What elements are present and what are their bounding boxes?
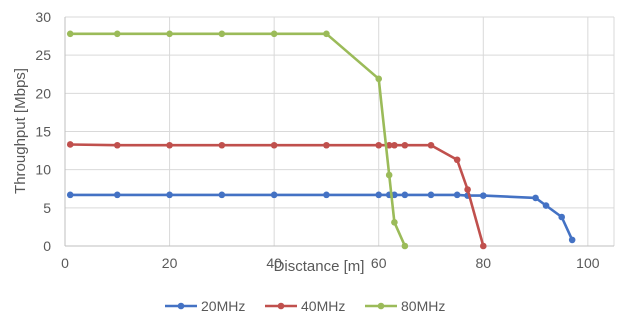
y-tick-label: 0 [43, 238, 51, 254]
data-point [401, 191, 409, 199]
data-point [66, 141, 74, 148]
y-tick-label: 30 [35, 9, 51, 25]
legend: 20MHz 40MHz 80MHz [165, 298, 445, 314]
data-point [479, 242, 487, 250]
data-point [270, 191, 278, 199]
data-point [568, 236, 576, 244]
data-point [375, 141, 383, 149]
y-tick-label: 10 [35, 162, 51, 178]
data-point [542, 202, 550, 209]
series-20MHz [66, 191, 576, 244]
y-tick-label: 20 [35, 85, 51, 101]
data-point [375, 75, 383, 83]
legend-swatch-marker [277, 302, 285, 310]
series-80MHz [66, 30, 409, 250]
series-layer [66, 30, 576, 250]
data-point [166, 141, 173, 149]
x-tick-label: 20 [162, 255, 178, 271]
x-axis-title: Disctance [m] [274, 258, 365, 275]
data-point [270, 141, 278, 149]
data-point [218, 191, 226, 199]
x-tick-label: 0 [61, 255, 69, 271]
data-point [323, 141, 330, 149]
data-point [270, 30, 278, 38]
legend-item: 20MHz [165, 298, 245, 314]
x-tick-label: 100 [576, 255, 600, 271]
tick-labels-layer: 0 5 10 15 20 25 30 0 20 40 60 80 100 [35, 9, 599, 271]
data-point [218, 30, 226, 38]
legend-item: 40MHz [265, 298, 345, 314]
data-point [385, 171, 393, 179]
data-point [558, 213, 566, 221]
legend-item: 80MHz [365, 298, 445, 314]
data-point [66, 191, 74, 199]
legend-swatch-marker [177, 302, 185, 310]
y-tick-label: 5 [43, 200, 51, 216]
data-point [218, 141, 226, 149]
data-point [532, 194, 539, 202]
data-point [113, 191, 121, 199]
series-40MHz [66, 141, 487, 250]
legend-label: 20MHz [201, 298, 245, 314]
data-point [391, 219, 398, 226]
x-tick-label: 60 [371, 255, 387, 271]
x-tick-label: 40 [266, 255, 282, 271]
data-point [166, 30, 173, 38]
axes-layer [64, 17, 614, 247]
data-point [113, 30, 121, 38]
data-point [385, 141, 393, 149]
data-point [375, 191, 383, 199]
y-axis-title: Throughput [Mbps] [12, 68, 29, 194]
data-point [323, 191, 330, 199]
data-point [479, 192, 487, 199]
data-point [427, 141, 435, 149]
data-point [66, 30, 74, 38]
data-point [401, 141, 409, 149]
series-line [70, 32, 407, 247]
x-tick-label: 80 [475, 255, 491, 271]
y-tick-label: 25 [35, 47, 51, 63]
data-point [401, 242, 409, 250]
data-point [427, 191, 435, 199]
data-point [464, 186, 471, 193]
series-line [70, 143, 485, 247]
data-point [323, 30, 330, 38]
data-point [391, 141, 398, 149]
legend-swatch-marker [377, 302, 385, 310]
data-point [166, 191, 173, 199]
data-point [113, 141, 121, 149]
legend-label: 80MHz [401, 298, 445, 314]
legend-label: 40MHz [301, 298, 345, 314]
y-tick-label: 15 [35, 124, 51, 140]
series-line [70, 193, 574, 241]
data-point [453, 156, 461, 164]
data-point [453, 191, 461, 199]
grid-layer [65, 16, 615, 246]
